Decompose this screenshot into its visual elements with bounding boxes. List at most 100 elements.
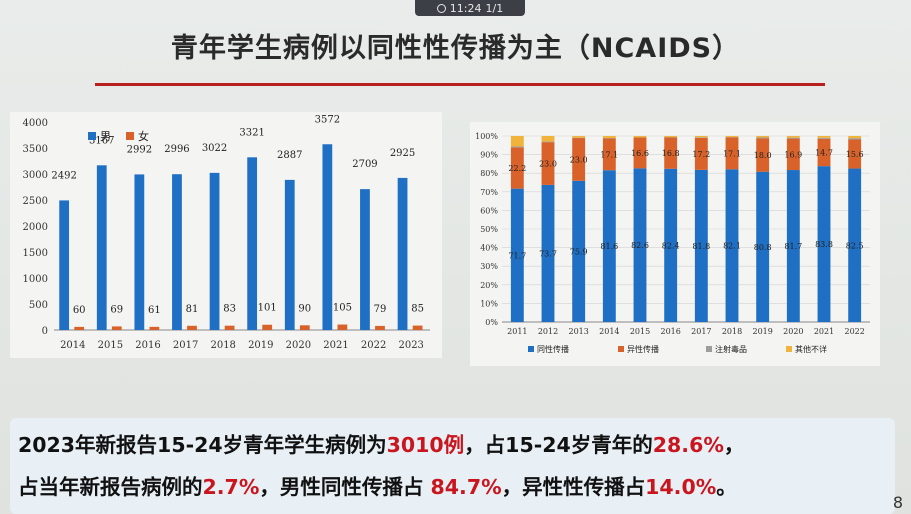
bar-female-2023 (412, 325, 423, 330)
x-tick-label: 2015 (98, 340, 123, 351)
y-tick-label: 40% (480, 244, 498, 253)
bar-female-2015 (111, 326, 122, 330)
x-tick-label: 2017 (691, 327, 711, 336)
stack-segment-0-2011 (510, 188, 524, 322)
y-tick-label: 50% (480, 225, 498, 234)
legend-swatch-female (126, 132, 134, 140)
segment-label: 23.0 (570, 155, 588, 164)
segment-label: 82.6 (631, 241, 649, 250)
x-tick-label: 2016 (135, 340, 160, 351)
stack-segment-1-2018 (725, 137, 739, 170)
segment-label: 15.6 (846, 150, 864, 159)
stack-segment-2-2021 (817, 137, 831, 139)
stack-segment-2-2020 (786, 137, 800, 139)
x-tick-label: 2015 (630, 327, 650, 336)
legend-swatch (706, 346, 712, 352)
y-tick-label: 20% (480, 281, 498, 290)
data-label-male: 3321 (239, 127, 264, 138)
data-label-female: 85 (411, 304, 424, 315)
summary-text: ，异性性传播占 (501, 475, 646, 499)
segment-label: 17.1 (723, 149, 741, 158)
stack-segment-3-2020 (786, 136, 800, 138)
legend-swatch (786, 346, 792, 352)
stack-segment-1-2014 (602, 138, 616, 171)
legend-swatch (528, 346, 534, 352)
y-tick-label: 30% (480, 262, 498, 271)
x-tick-label: 2016 (660, 327, 680, 336)
stack-segment-1-2022 (848, 139, 862, 169)
bar-female-2018 (224, 325, 235, 330)
y-tick-label: 4000 (23, 118, 48, 129)
summary-highlight: 28.6% (652, 433, 724, 457)
y-tick-label: 0% (485, 318, 498, 327)
summary-text: ，男性同性传播占 (259, 475, 431, 499)
stack-segment-3-2017 (694, 136, 708, 138)
bar-female-2020 (299, 325, 310, 330)
bar-male-2022 (360, 189, 370, 330)
segment-label: 73.7 (539, 249, 557, 258)
data-label-female: 81 (186, 304, 199, 315)
summary-line-2: 占当年新报告病例的2.7%，男性同性传播占 84.7%，异性性传播占14.0%。 (18, 470, 737, 500)
stack-segment-1-2013 (572, 138, 586, 181)
summary-text: ，占15-24岁青年的 (464, 433, 653, 457)
summary-highlight: 14.0% (645, 475, 717, 499)
stack-segment-3-2011 (510, 136, 524, 147)
x-tick-label: 2019 (248, 340, 273, 351)
segment-label: 22.2 (508, 164, 526, 173)
stack-segment-2-2017 (694, 137, 708, 138)
bar-male-2014 (59, 200, 70, 330)
data-label-female: 69 (110, 304, 123, 315)
segment-label: 17.1 (600, 150, 618, 159)
gender-bar-chart: 0 500 1000 1500 2000 2500 3000 3500 4000 2492 60 20… (10, 112, 442, 358)
stack-segment-0-2013 (572, 180, 586, 322)
segment-label: 71.7 (508, 251, 526, 260)
x-tick-label: 2022 (844, 327, 864, 336)
y-tick-label: 10% (480, 299, 498, 308)
y-tick-label: 3000 (23, 170, 48, 181)
x-tick-label: 2017 (173, 340, 198, 351)
summary-text: ， (723, 433, 745, 457)
gender-bar-chart-svg: 0 500 1000 1500 2000 2500 3000 3500 4000 2492 60 20… (23, 114, 430, 351)
y-tick-label: 100% (475, 132, 498, 141)
data-label-female: 79 (374, 304, 387, 315)
stack-segment-2-2012 (541, 141, 555, 143)
bar-male-2017 (172, 174, 182, 330)
segment-label: 14.7 (815, 148, 833, 157)
segment-label: 75.9 (570, 247, 588, 256)
stack-segment-3-2021 (817, 136, 831, 138)
bar-female-2017 (187, 325, 197, 330)
segment-label: 82.1 (723, 242, 741, 251)
stack-segment-0-2019 (756, 171, 770, 322)
stack-segment-3-2014 (602, 136, 616, 139)
segment-label: 23.0 (539, 160, 557, 169)
stack-segment-1-2017 (694, 137, 708, 170)
segment-label: 81.6 (600, 242, 618, 251)
stack-segment-1-2020 (786, 138, 800, 171)
stack-segment-1-2011 (510, 147, 524, 189)
bar-male-2021 (322, 144, 333, 330)
data-label-male: 3167 (89, 135, 114, 146)
x-tick-label: 2019 (752, 327, 772, 336)
legend-label: 异性传播 (627, 344, 659, 354)
clock-icon (436, 3, 446, 13)
y-tick-label: 2000 (23, 222, 48, 233)
x-tick-label: 2014 (599, 327, 619, 336)
title-divider (95, 83, 825, 86)
summary-line-1: 2023年新报告15-24岁青年学生病例为3010例，占15-24岁青年的28.… (18, 428, 744, 458)
segment-label: 82.4 (662, 241, 680, 250)
stack-segment-0-2014 (602, 170, 616, 322)
bar-male-2015 (96, 165, 107, 330)
x-tick-label: 2022 (361, 340, 386, 351)
legend-label-female: 女 (138, 129, 149, 143)
bar-male-2020 (284, 179, 295, 330)
y-tick-label: 70% (480, 188, 498, 197)
summary-highlight: 2.7% (202, 475, 260, 499)
segment-label: 81.8 (692, 242, 710, 251)
bar-female-2019 (262, 324, 273, 330)
y-tick-label: 500 (29, 300, 48, 311)
stack-segment-0-2018 (725, 169, 739, 322)
bar-male-2016 (134, 174, 145, 330)
x-tick-label: 2020 (783, 327, 803, 336)
bar-female-2016 (149, 326, 160, 330)
